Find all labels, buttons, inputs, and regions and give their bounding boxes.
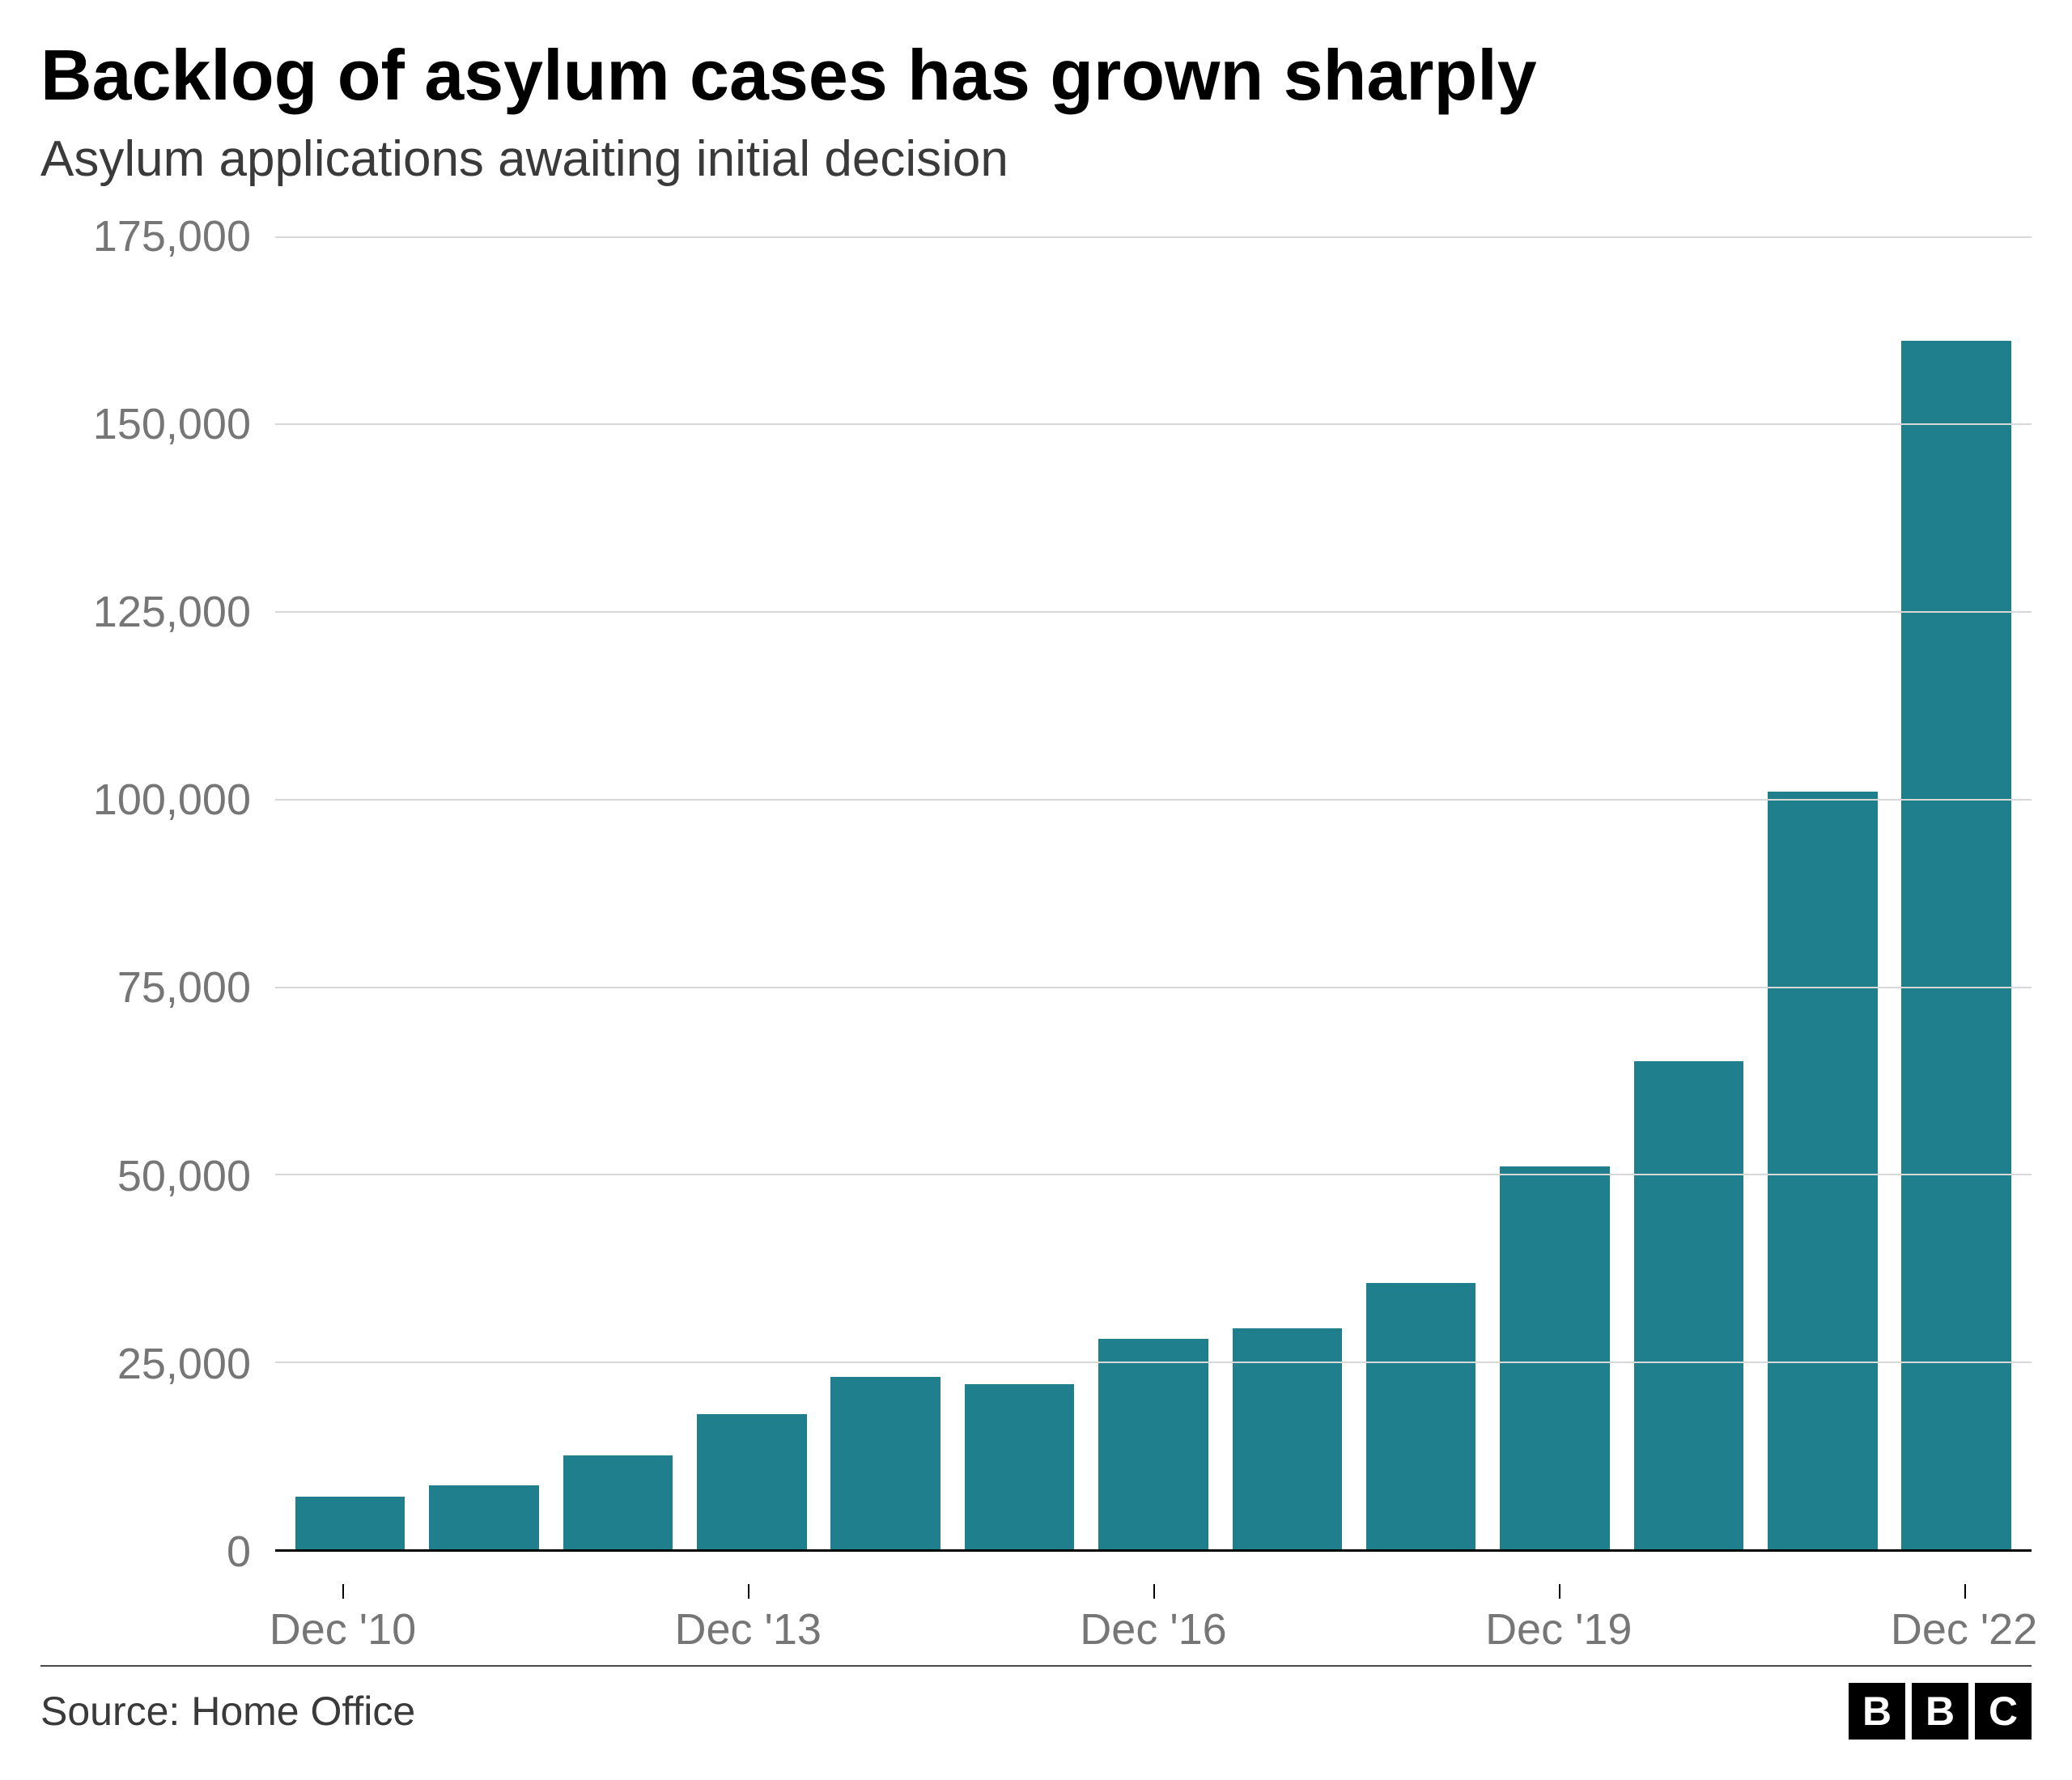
gridline (275, 1174, 2032, 1175)
x-tick-label: Dec '10 (270, 1604, 416, 1655)
y-tick-label: 150,000 (93, 399, 251, 449)
gridline (275, 423, 2032, 425)
gridline (275, 236, 2032, 238)
bar (295, 1497, 405, 1549)
bar (1768, 792, 1877, 1549)
gridline (275, 987, 2032, 988)
chart-subtitle: Asylum applications awaiting initial dec… (40, 130, 2032, 188)
x-tick-label: Dec '13 (675, 1604, 822, 1655)
y-tick-label: 100,000 (93, 775, 251, 825)
source-text: Source: Home Office (40, 1688, 415, 1735)
y-tick-label: 75,000 (117, 962, 251, 1013)
bbc-logo-letter: B (1849, 1683, 1905, 1740)
chart-title: Backlog of asylum cases has grown sharpl… (40, 32, 2032, 118)
chart-body (275, 236, 2032, 1552)
bar (830, 1377, 940, 1549)
bar (429, 1485, 538, 1549)
x-tick-mark (342, 1584, 344, 1599)
x-tick-label: Dec '19 (1485, 1604, 1632, 1655)
bar (563, 1455, 673, 1549)
x-tick-mark (748, 1584, 749, 1599)
chart-container: Backlog of asylum cases has grown sharpl… (0, 0, 2072, 1780)
bar (697, 1414, 806, 1549)
x-tick-mark (1153, 1584, 1155, 1599)
gridline (275, 1362, 2032, 1363)
bar (1901, 341, 2010, 1549)
gridline (275, 611, 2032, 613)
bar (1366, 1283, 1475, 1549)
bars-container (275, 236, 2032, 1549)
x-tick-label: Dec '16 (1080, 1604, 1226, 1655)
bar (965, 1384, 1074, 1549)
y-tick-label: 175,000 (93, 211, 251, 261)
y-tick-label: 50,000 (117, 1151, 251, 1201)
plot-area: 025,00050,00075,000100,000125,000150,000… (40, 236, 2032, 1552)
y-tick-label: 125,000 (93, 587, 251, 637)
x-tick-mark (1964, 1584, 1966, 1599)
bar (1634, 1061, 1743, 1549)
y-tick-label: 25,000 (117, 1339, 251, 1389)
y-tick-label: 0 (227, 1527, 251, 1577)
bbc-logo-letter: C (1975, 1683, 2032, 1740)
gridline (275, 799, 2032, 801)
bbc-logo: BBC (1849, 1683, 2032, 1740)
bbc-logo-letter: B (1912, 1683, 1968, 1740)
x-axis: Dec '10Dec '13Dec '16Dec '19Dec '22 (275, 1584, 2032, 1665)
chart-footer: Source: Home Office BBC (40, 1665, 2032, 1740)
x-tick-mark (1559, 1584, 1560, 1599)
bar (1500, 1166, 1609, 1549)
x-tick-label: Dec '22 (1891, 1604, 2037, 1655)
bar (1098, 1339, 1208, 1549)
y-axis: 025,00050,00075,000100,000125,000150,000… (40, 236, 275, 1552)
